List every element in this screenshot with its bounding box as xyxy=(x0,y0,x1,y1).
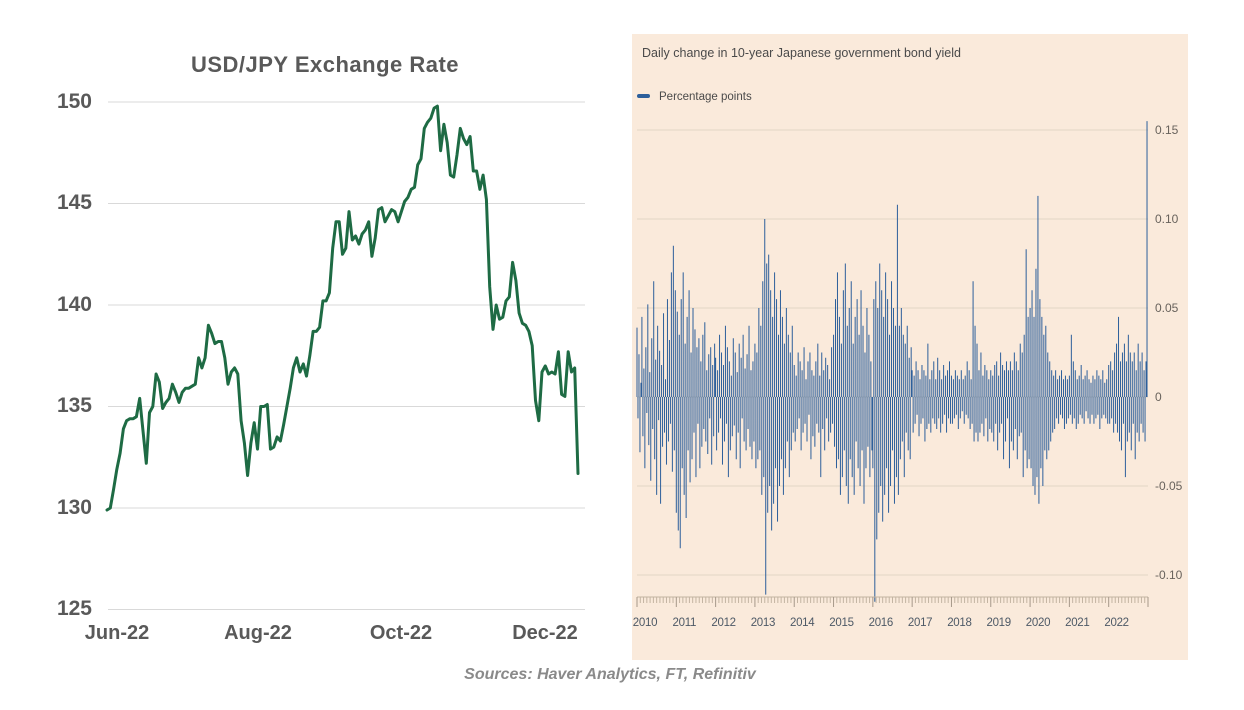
jgb-x-tick-label: 2016 xyxy=(868,617,894,629)
usdjpy-y-tick-label: 135 xyxy=(56,394,92,417)
usdjpy-chart-title: USD/JPY Exchange Rate xyxy=(190,52,460,77)
jgb-x-tick-label: 2015 xyxy=(829,617,854,629)
usdjpy-y-tick-label: 140 xyxy=(56,293,92,316)
usdjpy-y-tick-label: 125 xyxy=(56,597,92,620)
jgb-y-tick-label: -0.05 xyxy=(1155,479,1183,493)
jgb-x-tick-label: 2014 xyxy=(789,617,815,629)
jgb-y-tick-label: 0.15 xyxy=(1155,123,1179,137)
jgb-chart-title: Daily change in 10-year Japanese governm… xyxy=(642,46,961,60)
usdjpy-x-tick-label: Aug-22 xyxy=(224,622,292,644)
jgb-x-tick-label: 2013 xyxy=(750,617,776,629)
jgb-x-tick-label: 2017 xyxy=(907,617,933,629)
jgb-x-tick-label: 2012 xyxy=(711,617,736,629)
legend-dash-icon xyxy=(637,93,650,98)
usdjpy-line-plot xyxy=(105,101,585,610)
jgb-y-tick-label: -0.10 xyxy=(1155,568,1183,582)
usdjpy-y-tick-label: 150 xyxy=(56,90,92,113)
jgb-y-tick-label: 0 xyxy=(1155,390,1162,404)
jgb-x-tick-label: 2021 xyxy=(1065,617,1090,629)
jgb-legend-label: Percentage points xyxy=(659,90,752,103)
jgb-y-tick-label: 0.05 xyxy=(1155,301,1179,315)
jgb-x-tick-label: 2022 xyxy=(1104,617,1129,629)
jgb-x-tick-label: 2011 xyxy=(672,617,697,629)
jgb-x-tick-label: 2020 xyxy=(1025,617,1051,629)
jgb-chart-panel: Daily change in 10-year Japanese governm… xyxy=(632,34,1188,660)
jgb-y-tick-label: 0.10 xyxy=(1155,212,1179,226)
jgb-bar-plot xyxy=(636,121,1149,607)
sources-caption: Sources: Haver Analytics, FT, Refinitiv xyxy=(464,666,756,683)
usdjpy-x-tick-label: Dec-22 xyxy=(512,622,578,644)
usdjpy-y-tick-label: 145 xyxy=(56,191,92,214)
usdjpy-x-tick-label: Oct-22 xyxy=(369,622,433,644)
usdjpy-chart: USD/JPY Exchange Rate 150 145 140 135 13… xyxy=(0,0,620,710)
jgb-legend: Percentage points xyxy=(637,88,752,103)
usdjpy-x-tick-label: Jun-22 xyxy=(84,622,150,644)
jgb-x-tick-label: 2010 xyxy=(632,617,658,629)
jgb-x-tick-label: 2019 xyxy=(986,617,1011,629)
usdjpy-y-tick-label: 130 xyxy=(56,496,92,519)
jgb-x-tick-label: 2018 xyxy=(947,617,972,629)
